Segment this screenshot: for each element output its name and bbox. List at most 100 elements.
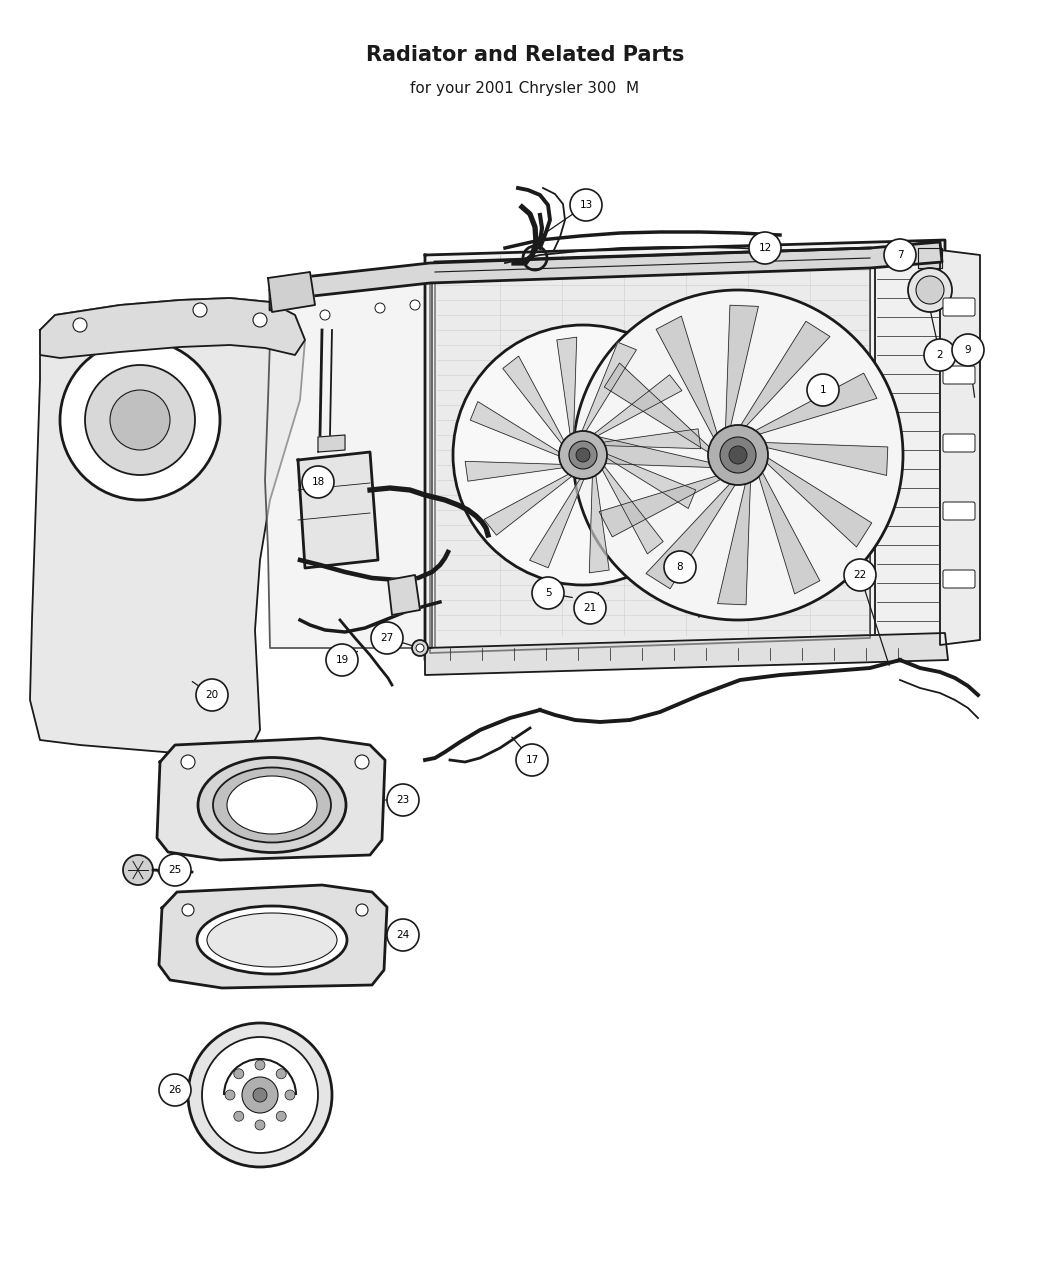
Circle shape — [326, 644, 358, 676]
Polygon shape — [601, 464, 664, 553]
Circle shape — [74, 317, 87, 332]
Text: 17: 17 — [525, 755, 539, 765]
Text: 26: 26 — [168, 1085, 182, 1095]
Circle shape — [234, 1068, 244, 1079]
Circle shape — [375, 303, 385, 312]
Circle shape — [253, 312, 267, 326]
Circle shape — [285, 1090, 295, 1100]
Circle shape — [181, 755, 195, 769]
Text: 23: 23 — [397, 796, 410, 805]
FancyBboxPatch shape — [943, 298, 975, 316]
Circle shape — [320, 310, 330, 320]
Text: 9: 9 — [965, 346, 971, 354]
Circle shape — [570, 189, 602, 221]
Polygon shape — [918, 249, 942, 268]
Circle shape — [159, 854, 191, 886]
Polygon shape — [646, 482, 736, 589]
FancyBboxPatch shape — [943, 502, 975, 520]
Polygon shape — [592, 375, 681, 437]
Circle shape — [255, 1060, 265, 1070]
Circle shape — [574, 592, 606, 623]
Circle shape — [387, 784, 419, 816]
Circle shape — [356, 904, 368, 915]
Ellipse shape — [207, 913, 337, 966]
Circle shape — [924, 339, 956, 371]
Circle shape — [85, 365, 195, 476]
Polygon shape — [556, 337, 576, 437]
Polygon shape — [503, 356, 565, 445]
Polygon shape — [656, 316, 718, 440]
Circle shape — [559, 431, 607, 479]
Circle shape — [453, 325, 713, 585]
Text: 18: 18 — [312, 477, 324, 487]
FancyBboxPatch shape — [943, 434, 975, 453]
Polygon shape — [435, 255, 870, 650]
Circle shape — [532, 578, 564, 609]
Text: 1: 1 — [820, 385, 826, 395]
Circle shape — [844, 558, 876, 592]
Circle shape — [807, 374, 839, 405]
Circle shape — [188, 1023, 332, 1167]
Text: 2: 2 — [937, 351, 943, 360]
Circle shape — [749, 232, 781, 264]
Polygon shape — [765, 456, 871, 547]
Polygon shape — [470, 402, 561, 456]
Polygon shape — [726, 305, 758, 430]
Circle shape — [720, 437, 756, 473]
Text: Radiator and Related Parts: Radiator and Related Parts — [365, 45, 685, 65]
Polygon shape — [588, 435, 713, 468]
Polygon shape — [40, 298, 304, 358]
Circle shape — [908, 268, 952, 312]
Polygon shape — [589, 473, 609, 572]
Circle shape — [664, 551, 696, 583]
Circle shape — [196, 680, 228, 711]
Circle shape — [412, 640, 428, 657]
Polygon shape — [604, 363, 711, 454]
Circle shape — [202, 1037, 318, 1153]
Polygon shape — [268, 272, 315, 312]
Polygon shape — [875, 240, 940, 650]
Circle shape — [916, 275, 944, 303]
Polygon shape — [425, 632, 948, 674]
Circle shape — [60, 340, 220, 500]
Circle shape — [952, 334, 984, 366]
Polygon shape — [270, 242, 942, 310]
Polygon shape — [430, 255, 870, 653]
Text: 24: 24 — [397, 929, 410, 940]
Polygon shape — [605, 453, 696, 509]
Circle shape — [387, 919, 419, 951]
Circle shape — [410, 300, 420, 310]
Text: 21: 21 — [584, 603, 596, 613]
Circle shape — [276, 1112, 287, 1121]
Circle shape — [708, 425, 768, 484]
Ellipse shape — [213, 768, 331, 843]
Polygon shape — [30, 298, 304, 755]
Circle shape — [516, 745, 548, 776]
Ellipse shape — [198, 757, 346, 853]
Text: 5: 5 — [545, 588, 551, 598]
Polygon shape — [159, 885, 387, 988]
Text: 12: 12 — [758, 244, 772, 252]
Circle shape — [255, 1119, 265, 1130]
Polygon shape — [529, 477, 585, 567]
Polygon shape — [763, 442, 888, 476]
Circle shape — [276, 1068, 287, 1079]
Text: 25: 25 — [168, 864, 182, 875]
Circle shape — [416, 644, 424, 652]
Text: 8: 8 — [676, 562, 684, 572]
Text: 7: 7 — [897, 250, 903, 260]
Circle shape — [123, 856, 153, 885]
Polygon shape — [425, 240, 945, 660]
Circle shape — [159, 1074, 191, 1105]
Polygon shape — [758, 470, 820, 594]
Circle shape — [225, 1090, 235, 1100]
Circle shape — [884, 238, 916, 272]
Polygon shape — [484, 473, 573, 536]
Circle shape — [193, 303, 207, 317]
Text: 19: 19 — [335, 655, 349, 666]
Ellipse shape — [227, 776, 317, 834]
Circle shape — [573, 289, 903, 620]
FancyBboxPatch shape — [943, 366, 975, 384]
Text: for your 2001 Chrysler 300  M: for your 2001 Chrysler 300 M — [411, 80, 639, 96]
Circle shape — [110, 390, 170, 450]
